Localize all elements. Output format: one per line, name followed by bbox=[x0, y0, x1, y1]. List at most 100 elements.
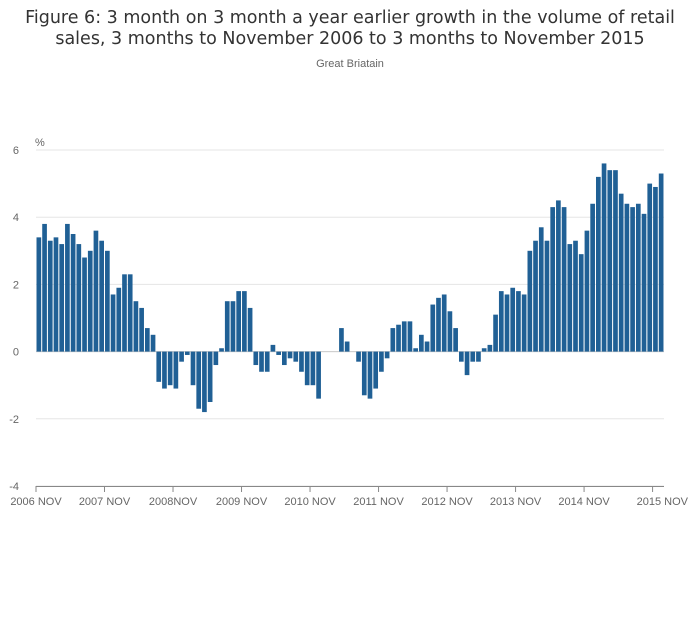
bar bbox=[219, 348, 224, 352]
bar bbox=[561, 207, 567, 352]
bar bbox=[276, 351, 281, 355]
bar bbox=[630, 207, 635, 352]
bar bbox=[139, 307, 144, 352]
bar bbox=[635, 203, 641, 352]
bar bbox=[430, 304, 436, 352]
bar bbox=[384, 351, 390, 359]
bar bbox=[127, 274, 133, 352]
bar bbox=[293, 351, 299, 362]
bar bbox=[224, 301, 230, 352]
bar bbox=[190, 351, 196, 386]
y-tick-label: 6 bbox=[13, 145, 19, 157]
bar bbox=[196, 351, 202, 409]
bar bbox=[550, 207, 556, 352]
bar bbox=[504, 294, 510, 352]
bar bbox=[150, 334, 156, 352]
bar bbox=[36, 237, 42, 352]
bar bbox=[162, 351, 167, 389]
bar bbox=[213, 351, 219, 366]
chart-title: Figure 6: 3 month on 3 month a year earl… bbox=[0, 8, 700, 50]
bar bbox=[458, 351, 464, 362]
bar bbox=[310, 351, 316, 386]
bar bbox=[207, 351, 213, 402]
bar bbox=[47, 240, 53, 352]
bar bbox=[287, 351, 293, 359]
bar bbox=[133, 301, 139, 352]
bar bbox=[521, 294, 527, 352]
chart-subtitle: Great Briatain bbox=[316, 58, 384, 70]
y-tick-label: -2 bbox=[9, 414, 19, 426]
bar bbox=[624, 203, 630, 352]
bar bbox=[242, 291, 247, 352]
bar bbox=[498, 291, 504, 352]
bar bbox=[144, 328, 150, 352]
bar bbox=[396, 324, 401, 352]
bar bbox=[344, 341, 350, 352]
bar bbox=[401, 321, 407, 352]
bar bbox=[556, 200, 561, 352]
bar bbox=[493, 314, 498, 352]
y-axis-unit-label: % bbox=[35, 137, 45, 149]
bar bbox=[299, 351, 304, 372]
bar bbox=[361, 351, 367, 396]
chart-title-line-2: sales, 3 months to November 2006 to 3 mo… bbox=[55, 29, 645, 49]
bar bbox=[481, 348, 487, 352]
y-tick-label: 2 bbox=[13, 279, 19, 291]
bar bbox=[253, 351, 259, 366]
bar bbox=[527, 250, 533, 352]
bar bbox=[236, 291, 242, 352]
bar bbox=[259, 351, 264, 372]
x-tick-label: 2015 NOV bbox=[637, 496, 689, 508]
x-tick-label: 2014 NOV bbox=[558, 496, 610, 508]
bar bbox=[647, 183, 653, 352]
bar bbox=[658, 173, 664, 352]
bar bbox=[53, 237, 59, 352]
x-tick-label: 2008NOV bbox=[149, 496, 198, 508]
bar bbox=[264, 351, 270, 372]
bar bbox=[533, 240, 538, 352]
y-tick-label: 0 bbox=[13, 347, 19, 359]
bar bbox=[436, 297, 441, 352]
bar bbox=[82, 257, 87, 352]
x-tick-label: 2010 NOV bbox=[284, 496, 336, 508]
bar bbox=[641, 213, 647, 352]
bar bbox=[510, 287, 516, 352]
bar bbox=[464, 351, 470, 376]
bar bbox=[441, 294, 447, 352]
bar bbox=[110, 294, 116, 352]
bar bbox=[99, 240, 104, 352]
bar bbox=[538, 227, 544, 352]
bar bbox=[70, 234, 76, 352]
y-tick-label: -4 bbox=[9, 481, 19, 493]
bar bbox=[578, 254, 584, 352]
bar bbox=[87, 250, 93, 352]
bar bbox=[419, 334, 424, 352]
bar bbox=[413, 348, 418, 352]
bar bbox=[613, 170, 618, 352]
bar bbox=[202, 351, 207, 413]
bar bbox=[316, 351, 321, 399]
bar bbox=[356, 351, 361, 362]
bar bbox=[567, 244, 573, 352]
bar bbox=[167, 351, 173, 386]
bar bbox=[59, 244, 65, 352]
bar bbox=[573, 240, 578, 352]
bar bbox=[476, 351, 481, 362]
bar bbox=[584, 230, 590, 352]
bar bbox=[516, 291, 521, 352]
y-tick-label: 4 bbox=[13, 212, 19, 224]
bar bbox=[76, 244, 82, 352]
bar bbox=[447, 311, 453, 352]
bar bbox=[304, 351, 310, 386]
x-tick-label: 2007 NOV bbox=[79, 496, 131, 508]
x-tick-label: 2009 NOV bbox=[216, 496, 268, 508]
bar bbox=[407, 321, 413, 352]
bar bbox=[122, 274, 127, 352]
bar bbox=[247, 307, 253, 352]
bar bbox=[367, 351, 373, 399]
axes: % -4 -2 0 2 4 6 2006 NOV 2007 NOV 2008NOV 2009 NO… bbox=[9, 137, 688, 508]
bar bbox=[65, 223, 70, 352]
bar bbox=[470, 351, 476, 362]
x-tick-label: 2006 NOV bbox=[10, 496, 62, 508]
